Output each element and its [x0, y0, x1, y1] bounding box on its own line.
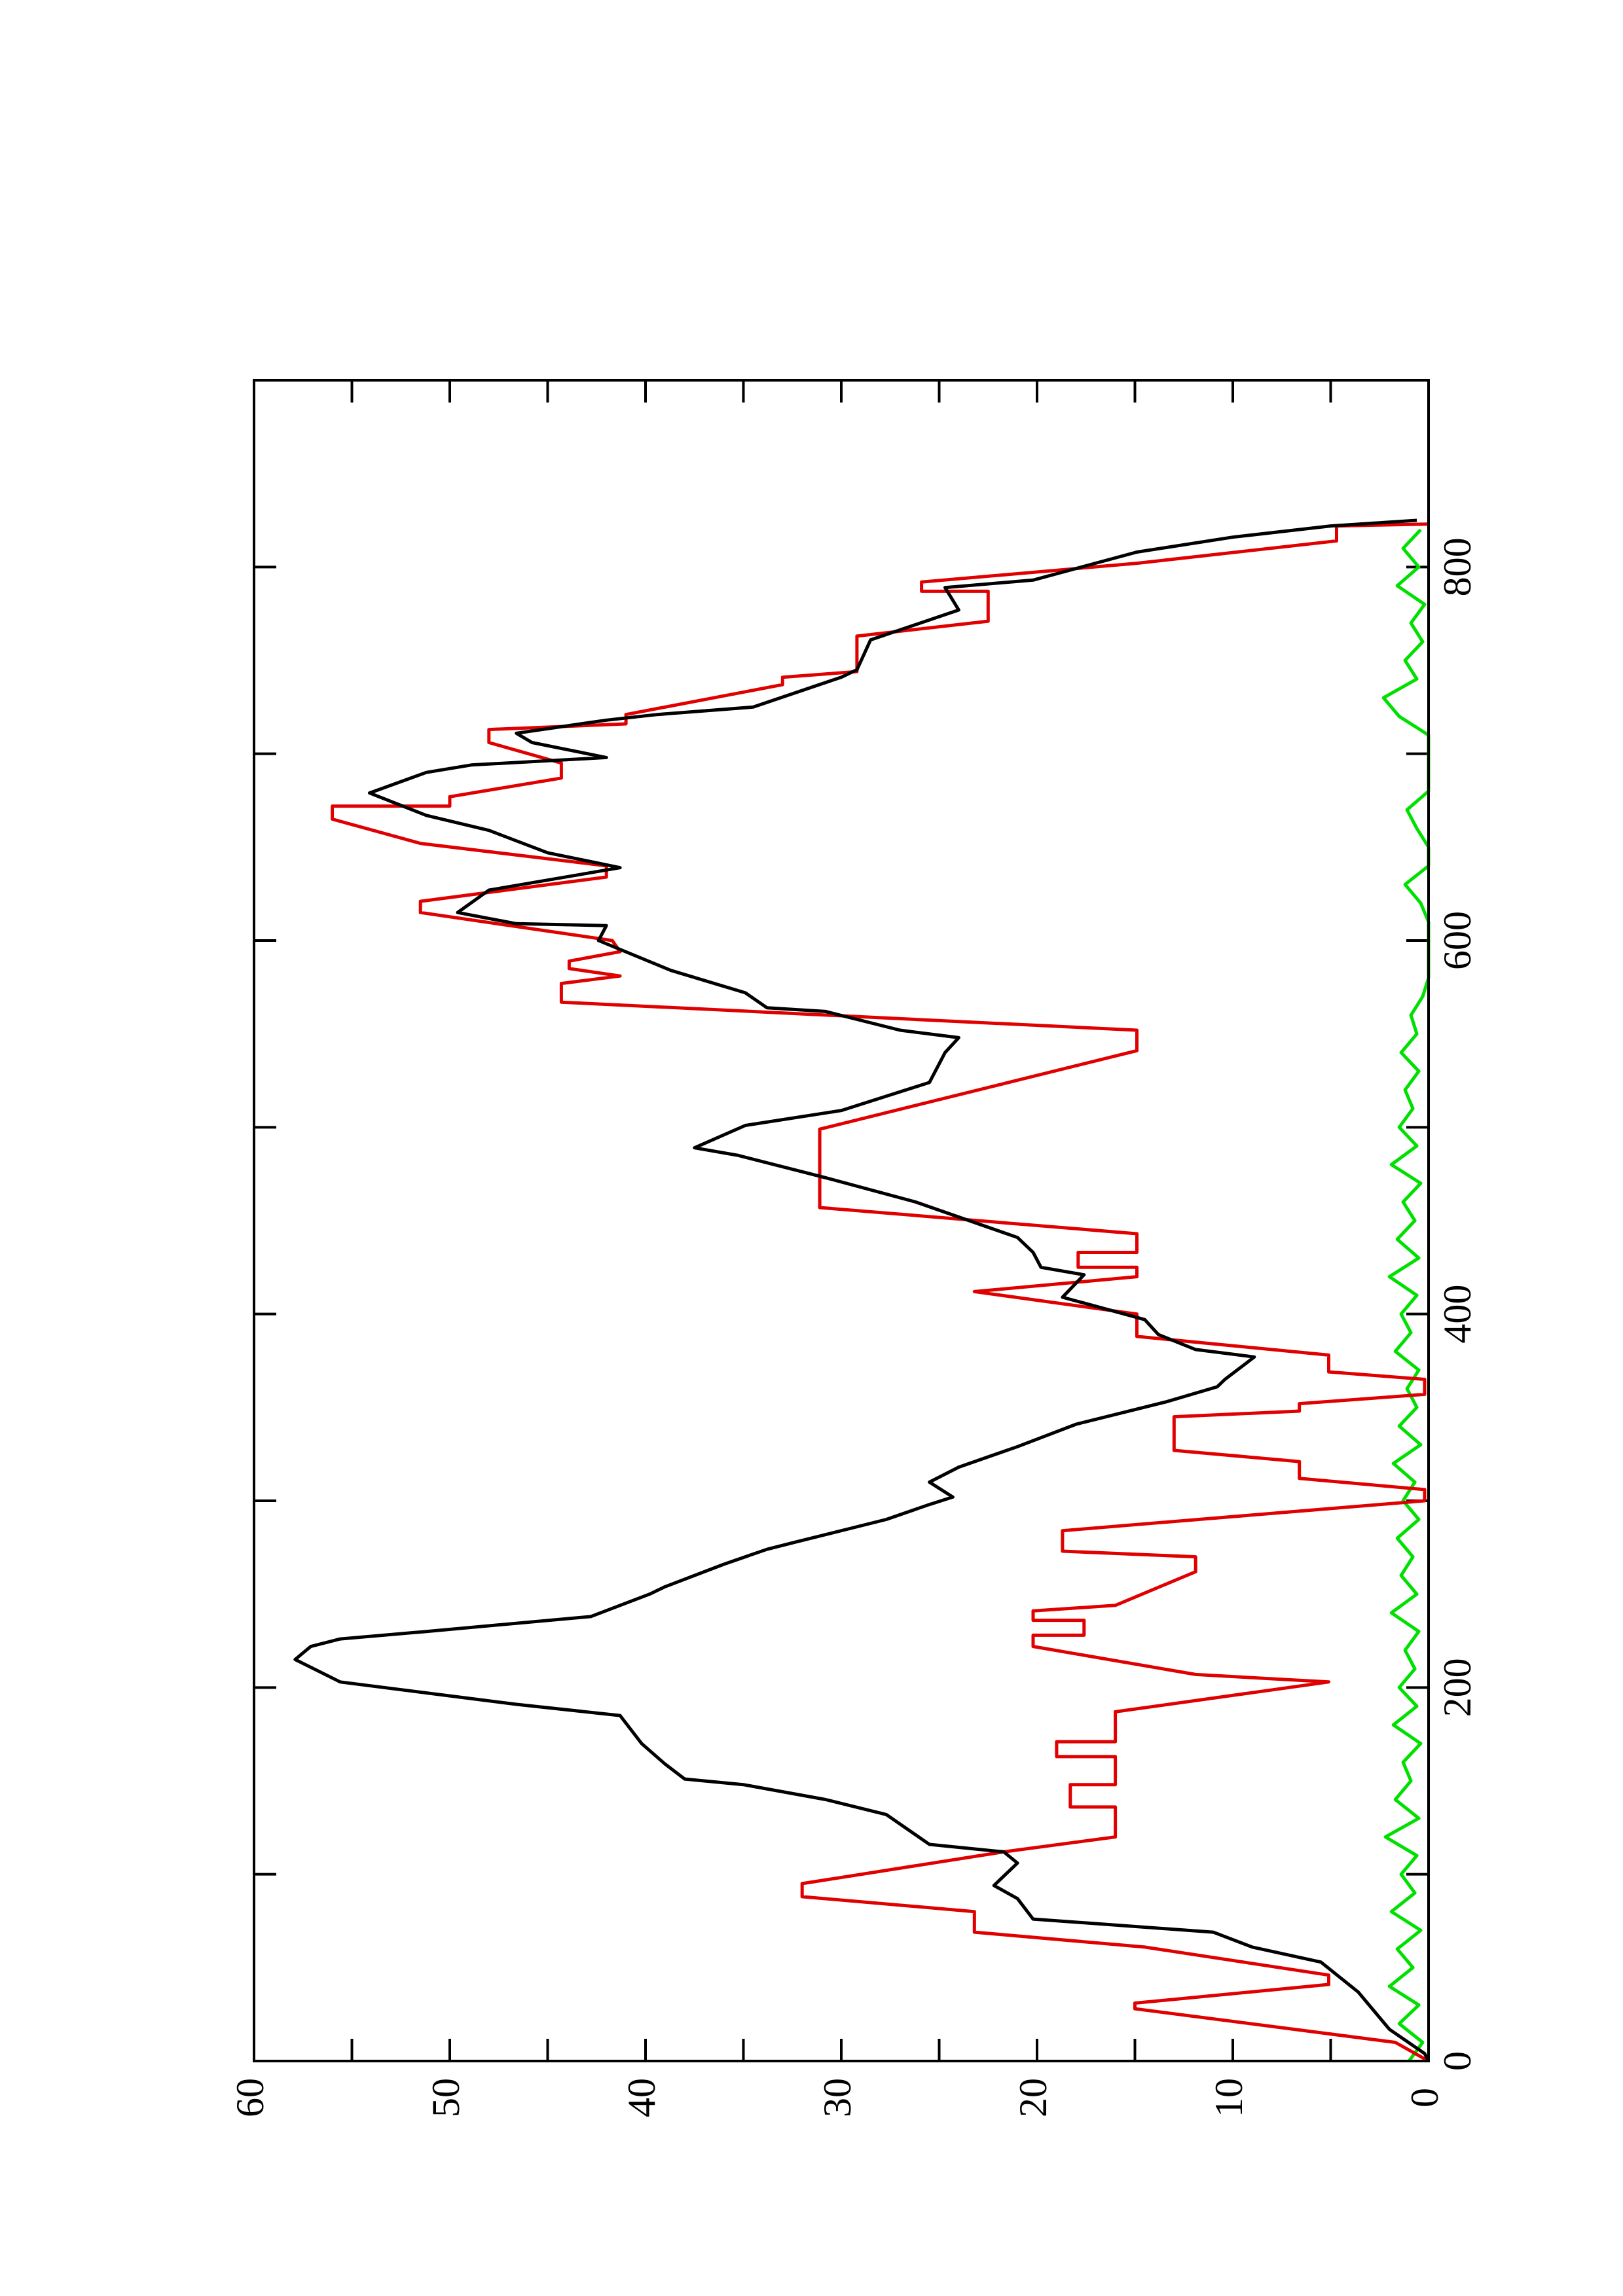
x-tick-label: 0 [1436, 2051, 1479, 2071]
y-tick-label: 50 [424, 2078, 467, 2117]
y-tick-label: 30 [816, 2078, 859, 2117]
plot-frame [253, 379, 1430, 2062]
y-tick-label: 40 [620, 2078, 663, 2117]
data-line [293, 518, 1431, 2062]
y-tick-label: 10 [1207, 2078, 1250, 2117]
y-tick-label: 20 [1012, 2078, 1055, 2117]
x-tick-label: 800 [1436, 537, 1479, 596]
x-tick-label: 600 [1436, 911, 1479, 970]
x-tick-label: 400 [1436, 1285, 1479, 1344]
y-tick-label: 60 [228, 2078, 272, 2117]
x-tick-label: 200 [1436, 1658, 1479, 1717]
y-tick-label: 0 [1403, 2088, 1446, 2108]
data-line [331, 522, 1430, 2063]
